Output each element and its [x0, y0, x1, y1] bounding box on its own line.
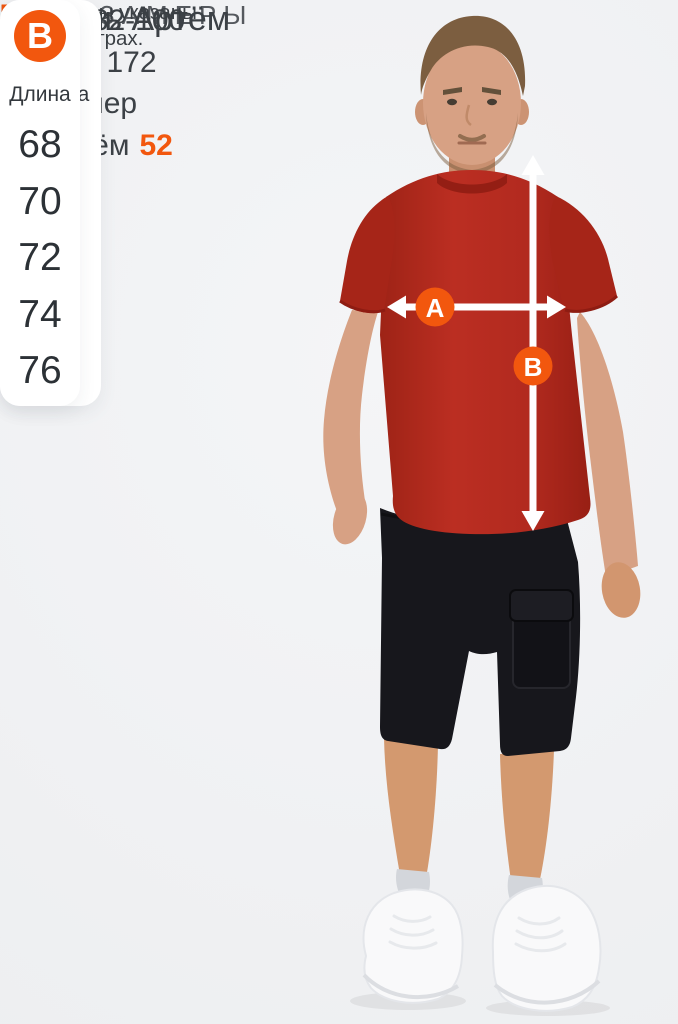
length-value: 74 [18, 292, 62, 336]
marker-a: A [415, 287, 455, 327]
column-b-label: Длина [9, 83, 71, 106]
length-value: 76 [18, 349, 62, 393]
collar [437, 174, 507, 194]
model-legs [350, 738, 610, 1016]
length-values: 68 70 72 74 76 [0, 117, 80, 400]
length-value: 70 [18, 179, 62, 223]
model-arms [323, 310, 641, 618]
marker-b: B [513, 346, 553, 386]
length-column-card: B Длина 68 70 72 74 76 [0, 0, 80, 406]
page-title: ЗАМЕРЫ [99, 0, 254, 30]
length-value: 72 [18, 236, 62, 280]
sneakers [362, 884, 602, 1012]
marker-a-label: A [426, 293, 445, 323]
measurement-overlay: A B [387, 155, 566, 531]
sleeve [549, 196, 617, 313]
model-shorts [380, 508, 581, 756]
model-head [415, 15, 529, 193]
cargo-pocket-flap [509, 589, 574, 622]
sleeve [340, 196, 395, 314]
model-size-value: 52 [139, 128, 173, 162]
model-tshirt [339, 170, 619, 535]
length-arrow [521, 155, 545, 531]
marker-b-label: B [524, 352, 543, 382]
column-b-badge: B [14, 10, 66, 62]
length-value: 68 [18, 123, 62, 167]
hair [420, 15, 526, 97]
